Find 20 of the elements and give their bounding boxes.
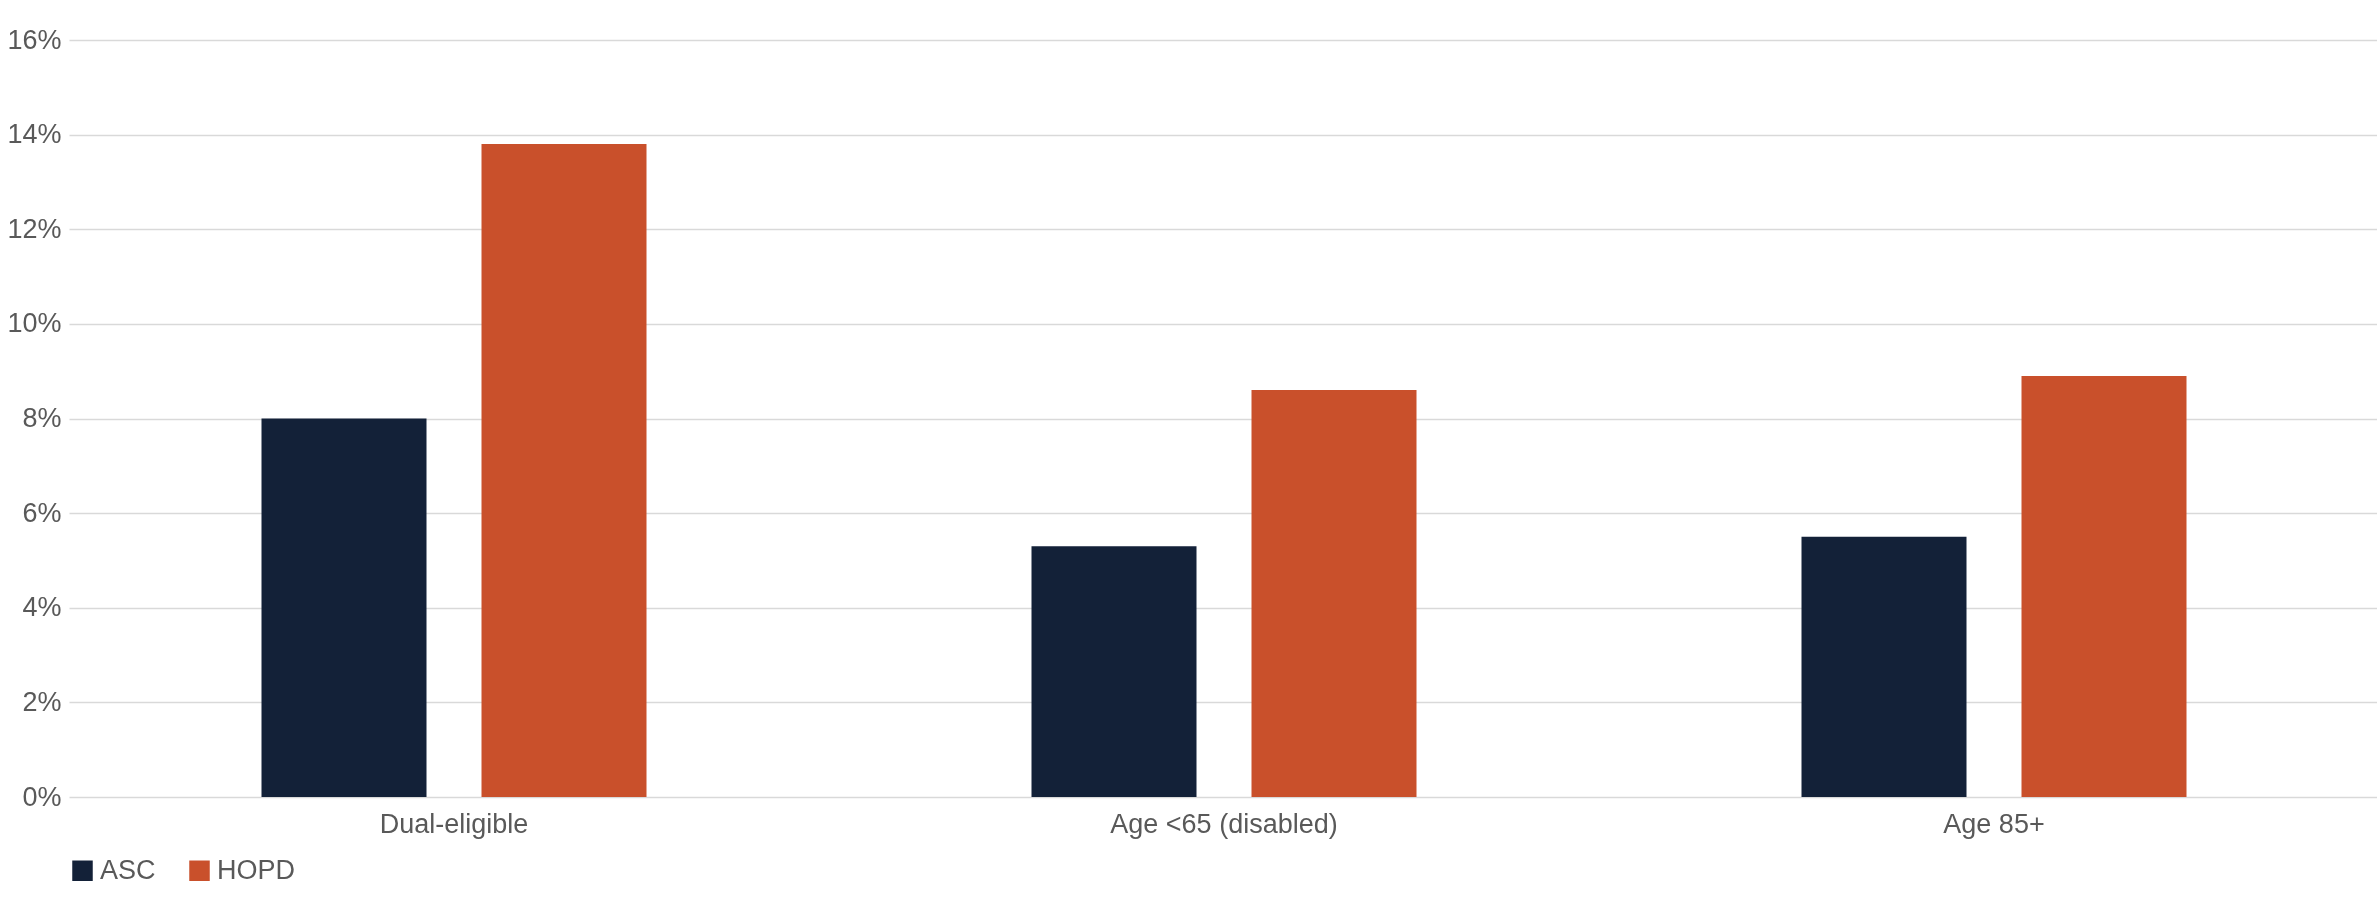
y-tick-label: 6% <box>22 497 62 528</box>
x-tick-label: Age 85+ <box>1943 808 2045 839</box>
y-tick-label: 2% <box>22 686 62 717</box>
y-tick-label: 0% <box>22 781 62 812</box>
y-tick-label: 10% <box>7 308 62 339</box>
bar <box>2021 375 2187 797</box>
bar <box>1031 546 1197 797</box>
legend-label: ASC <box>100 854 156 885</box>
y-tick-label: 14% <box>7 119 62 150</box>
legend-label: HOPD <box>217 854 296 885</box>
y-tick-label: 8% <box>22 403 62 433</box>
x-tick-label: Age <65 (disabled) <box>1110 808 1338 839</box>
y-tick-label: 16% <box>7 24 62 55</box>
bar <box>1251 390 1417 797</box>
x-tick-label: Dual-eligible <box>379 808 529 839</box>
y-tick-label: 4% <box>22 592 62 623</box>
y-tick-label: 12% <box>7 213 62 244</box>
bar <box>481 144 647 797</box>
bar <box>261 418 427 797</box>
bar <box>1801 536 1967 797</box>
